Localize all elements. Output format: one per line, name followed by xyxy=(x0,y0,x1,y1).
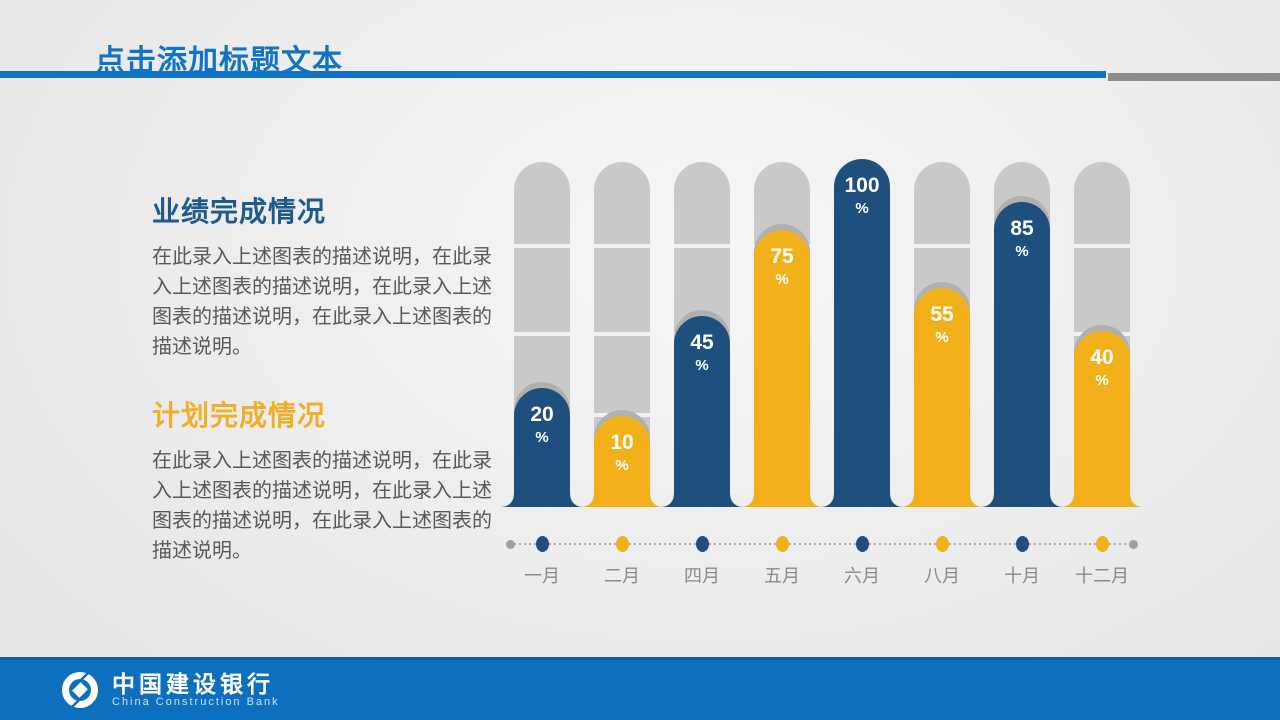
track-gridline xyxy=(674,244,730,248)
chart-bar: 45% xyxy=(662,316,742,507)
timeline-dot xyxy=(935,536,949,552)
track-gridline xyxy=(514,332,570,336)
chart-column: 45% xyxy=(662,162,742,507)
bar-value-label: 75 xyxy=(770,245,794,268)
chart-column: 20% xyxy=(502,162,582,507)
footer-bar: 中国建设银行 China Construction Bank xyxy=(0,657,1280,720)
chart-bar: 75% xyxy=(742,230,822,507)
chart-columns: 20% 10% 45% 75% 100% 55% 85% 40% xyxy=(502,159,1142,507)
bank-name-zh: 中国建设银行 xyxy=(112,670,274,697)
ccb-logo-icon xyxy=(62,672,98,708)
track-gridline xyxy=(1074,244,1130,248)
timeline-dot xyxy=(1015,536,1029,552)
section-plan: 计划完成情况 在此录入上述图表的描述说明，在此录入上述图表的描述说明，在此录入上… xyxy=(152,394,492,566)
bar-chart: 20% 10% 45% 75% 100% 55% 85% 40% 一月 二月 四月 五月 六月 八月 十月… xyxy=(502,159,1142,612)
section-performance: 业绩完成情况 在此录入上述图表的描述说明，在此录入上述图表的描述说明，在此录入上… xyxy=(152,190,492,362)
month-label: 八月 xyxy=(924,566,960,586)
month-label: 十二月 xyxy=(1075,566,1129,586)
bar-unit-label: % xyxy=(615,457,629,474)
chart-bar: 40% xyxy=(1062,331,1142,507)
month-label: 六月 xyxy=(844,566,880,586)
axis-end-dot-right xyxy=(1129,540,1138,549)
chart-column: 10% xyxy=(582,162,662,507)
chart-column: 100% xyxy=(822,159,902,507)
bar-value-label: 100 xyxy=(844,174,880,197)
month-label: 一月 xyxy=(524,566,560,586)
chart-bar: 85% xyxy=(982,202,1062,507)
section-performance-body: 在此录入上述图表的描述说明，在此录入上述图表的描述说明，在此录入上述图表的描述说… xyxy=(152,246,492,358)
timeline-dot xyxy=(775,536,789,552)
track-gridline xyxy=(594,244,650,248)
month-label: 四月 xyxy=(684,566,720,586)
bar-value-label: 10 xyxy=(610,431,634,454)
bar-unit-label: % xyxy=(775,271,789,288)
track-gridline xyxy=(914,244,970,248)
header-rule-gray xyxy=(1108,73,1280,81)
month-label: 十月 xyxy=(1004,566,1040,586)
bar-value-label: 45 xyxy=(690,331,714,354)
bar-unit-label: % xyxy=(1015,243,1029,260)
month-label: 二月 xyxy=(604,566,640,586)
chart-bar: 100% xyxy=(822,159,902,507)
timeline-dot xyxy=(695,536,709,552)
track-gridline xyxy=(594,332,650,336)
timeline-dot xyxy=(615,536,629,552)
bar-unit-label: % xyxy=(1095,372,1109,389)
axis-dotted-line xyxy=(514,543,1130,545)
chart-column: 75% xyxy=(742,162,822,507)
chart-bar: 55% xyxy=(902,288,982,507)
chart-bar: 10% xyxy=(582,416,662,507)
bar-value-label: 20 xyxy=(530,403,554,426)
bar-value-label: 55 xyxy=(930,303,954,326)
section-performance-heading: 业绩完成情况 xyxy=(152,196,327,227)
bank-name-en: China Construction Bank xyxy=(112,695,280,708)
month-labels: 一月 二月 四月 五月 六月 八月 十月 十二月 xyxy=(514,562,1130,588)
timeline-dot xyxy=(535,536,549,552)
timeline-dot xyxy=(1095,536,1109,552)
bank-names: 中国建设银行 China Construction Bank xyxy=(112,672,280,709)
month-label: 五月 xyxy=(764,566,800,586)
chart-column: 40% xyxy=(1062,162,1142,507)
bar-unit-label: % xyxy=(535,429,549,446)
track-gridline xyxy=(514,244,570,248)
axis-end-dot-left xyxy=(506,540,515,549)
bar-unit-label: % xyxy=(855,200,869,217)
chart-x-axis xyxy=(506,536,1138,552)
section-plan-body: 在此录入上述图表的描述说明，在此录入上述图表的描述说明，在此录入上述图表的描述说… xyxy=(152,450,492,562)
bar-value-label: 40 xyxy=(1090,346,1114,369)
timeline-dot xyxy=(855,536,869,552)
chart-column: 85% xyxy=(982,162,1062,507)
chart-bar: 20% xyxy=(502,388,582,507)
text-panel: 业绩完成情况 在此录入上述图表的描述说明，在此录入上述图表的描述说明，在此录入上… xyxy=(152,190,492,566)
bar-unit-label: % xyxy=(695,357,709,374)
header-rule-blue xyxy=(0,71,1106,78)
chart-column: 55% xyxy=(902,162,982,507)
section-plan-heading: 计划完成情况 xyxy=(152,400,327,431)
bar-value-label: 85 xyxy=(1010,217,1034,240)
bar-unit-label: % xyxy=(935,329,949,346)
